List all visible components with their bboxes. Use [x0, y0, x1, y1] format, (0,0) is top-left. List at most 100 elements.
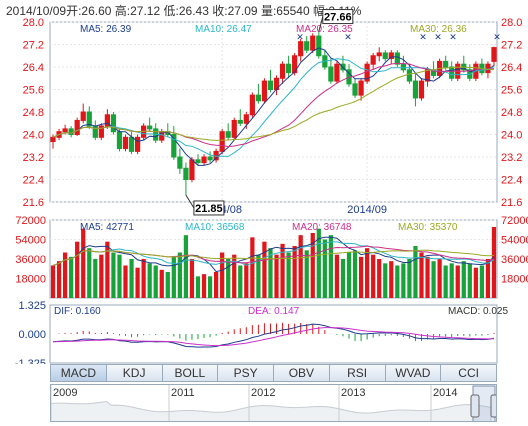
- close-value: 27.09: [227, 4, 258, 18]
- price-right-tick: 21.6: [501, 197, 522, 209]
- macd-panel-frame: [49, 304, 498, 364]
- candle-body: [394, 52, 400, 65]
- volume-bar: [292, 246, 297, 298]
- tab-boll[interactable]: BOLL: [162, 364, 219, 382]
- volume-bar: [286, 252, 291, 298]
- navigator-year-label: 2011: [171, 387, 195, 399]
- tab-kdj[interactable]: KDJ: [106, 364, 163, 382]
- open-value: 26.60: [81, 4, 112, 18]
- volume-bar: [383, 263, 388, 298]
- candle-body: [201, 156, 207, 164]
- signal-marker-icon: ✕: [344, 32, 352, 42]
- volume-bar: [401, 263, 406, 298]
- macd-tick: -1.325: [15, 358, 46, 364]
- candle-body: [352, 83, 358, 96]
- candle-body: [400, 63, 406, 71]
- candle-body: [491, 47, 497, 62]
- volume-bar: [189, 259, 195, 298]
- price-left-tick: 28.0: [23, 17, 44, 29]
- price-ma5-line: [52, 47, 495, 166]
- volume-bar: [56, 261, 62, 298]
- volume-bar: [274, 254, 279, 298]
- navigator-year-label: 2009: [53, 387, 77, 399]
- stock-chart-panels[interactable]: 28.0 28.0 27.2 27.2 26.4 26.4 25.6 25.6 24.8 24.8…: [0, 0, 528, 364]
- volume-bar: [147, 263, 152, 298]
- candle-body: [98, 125, 104, 138]
- candle-body: [449, 66, 455, 79]
- volume-bar: [334, 254, 340, 298]
- volume-bar: [250, 237, 255, 298]
- macd-dea-line: [52, 327, 495, 347]
- volume-bar: [153, 265, 158, 298]
- candle-body: [443, 60, 449, 68]
- volume-bar: [50, 265, 56, 298]
- volume-bar: [449, 263, 454, 298]
- candle-body: [316, 35, 322, 57]
- candle-body: [74, 119, 80, 135]
- tab-psy[interactable]: PSY: [218, 364, 274, 382]
- price-right-tick: 28.0: [501, 17, 522, 29]
- price-left-tick: 23.2: [23, 152, 44, 164]
- quote-info-bar: 2014/10/09开:26.60 高:27.12 低:26.43 收:27.0…: [6, 4, 361, 18]
- volume-bar: [232, 254, 237, 298]
- candle-body: [279, 63, 286, 79]
- time-range-navigator[interactable]: 2009 2011 2012 2013 2014: [50, 384, 497, 422]
- quote-date: 2014/10/09: [6, 4, 67, 18]
- candle-body: [418, 80, 425, 99]
- tab-rsi[interactable]: RSI: [329, 364, 386, 382]
- navigator-right-handle[interactable]: [490, 394, 497, 418]
- volume-bar: [322, 239, 327, 298]
- price-right-tick: 27.2: [501, 40, 522, 52]
- candle-body: [255, 94, 262, 102]
- signal-marker-icon: ✕: [449, 32, 457, 42]
- volume-bar: [479, 265, 485, 298]
- volume-ma-legend: MA5: 42771: [80, 222, 134, 233]
- macd-legend: MACD: 0.025: [448, 306, 508, 317]
- tab-obv[interactable]: OBV: [274, 364, 330, 382]
- volume-bar: [159, 269, 164, 298]
- price-ma-legend: MA5: 26.39: [80, 24, 132, 35]
- volume-bar: [207, 276, 213, 298]
- signal-marker-icon: ✕: [493, 32, 501, 42]
- price-right-tick: 26.4: [501, 62, 522, 74]
- candle-body: [189, 159, 195, 180]
- volume-bar: [316, 228, 321, 298]
- price-left-tick: 25.6: [23, 85, 44, 97]
- candle-body: [382, 52, 388, 60]
- volume-bar: [491, 226, 497, 298]
- volume-bar: [69, 256, 74, 298]
- volume-bar: [395, 265, 400, 298]
- volume-bar: [340, 259, 346, 298]
- navigator-left-handle[interactable]: [470, 394, 480, 418]
- macd-dif-line: [52, 323, 495, 348]
- candle-body: [412, 80, 419, 99]
- volume-bar: [111, 252, 116, 298]
- volume-bar: [467, 263, 472, 298]
- tab-macd[interactable]: MACD: [50, 364, 107, 382]
- candle-body: [249, 94, 255, 116]
- volume-bar: [437, 259, 442, 298]
- navigator-year-label: 2012: [251, 387, 275, 399]
- volume-bar: [365, 248, 370, 298]
- candle-body: [267, 80, 274, 90]
- volume-bar: [81, 228, 86, 298]
- candle-body: [68, 128, 74, 135]
- volume-bar: [377, 259, 382, 298]
- volume-bar: [93, 259, 98, 298]
- candle-body: [110, 114, 117, 133]
- volume-bar: [123, 265, 128, 298]
- volume-bar: [62, 252, 68, 298]
- volume-bar: [419, 252, 424, 298]
- candle-body: [424, 69, 431, 82]
- close-label: 收:: [212, 4, 228, 18]
- volume-bar: [201, 274, 207, 298]
- annotation-box: [322, 9, 354, 25]
- volume-bar: [105, 241, 110, 298]
- candle-body: [370, 55, 376, 65]
- volume-bar: [99, 254, 104, 298]
- volume-right-tick: 54000: [501, 235, 528, 247]
- tab-cci[interactable]: CCI: [441, 364, 497, 382]
- navigator-area: [51, 401, 492, 421]
- tab-wvad[interactable]: WVAD: [385, 364, 442, 382]
- navigator-year-label: 2014: [433, 387, 457, 399]
